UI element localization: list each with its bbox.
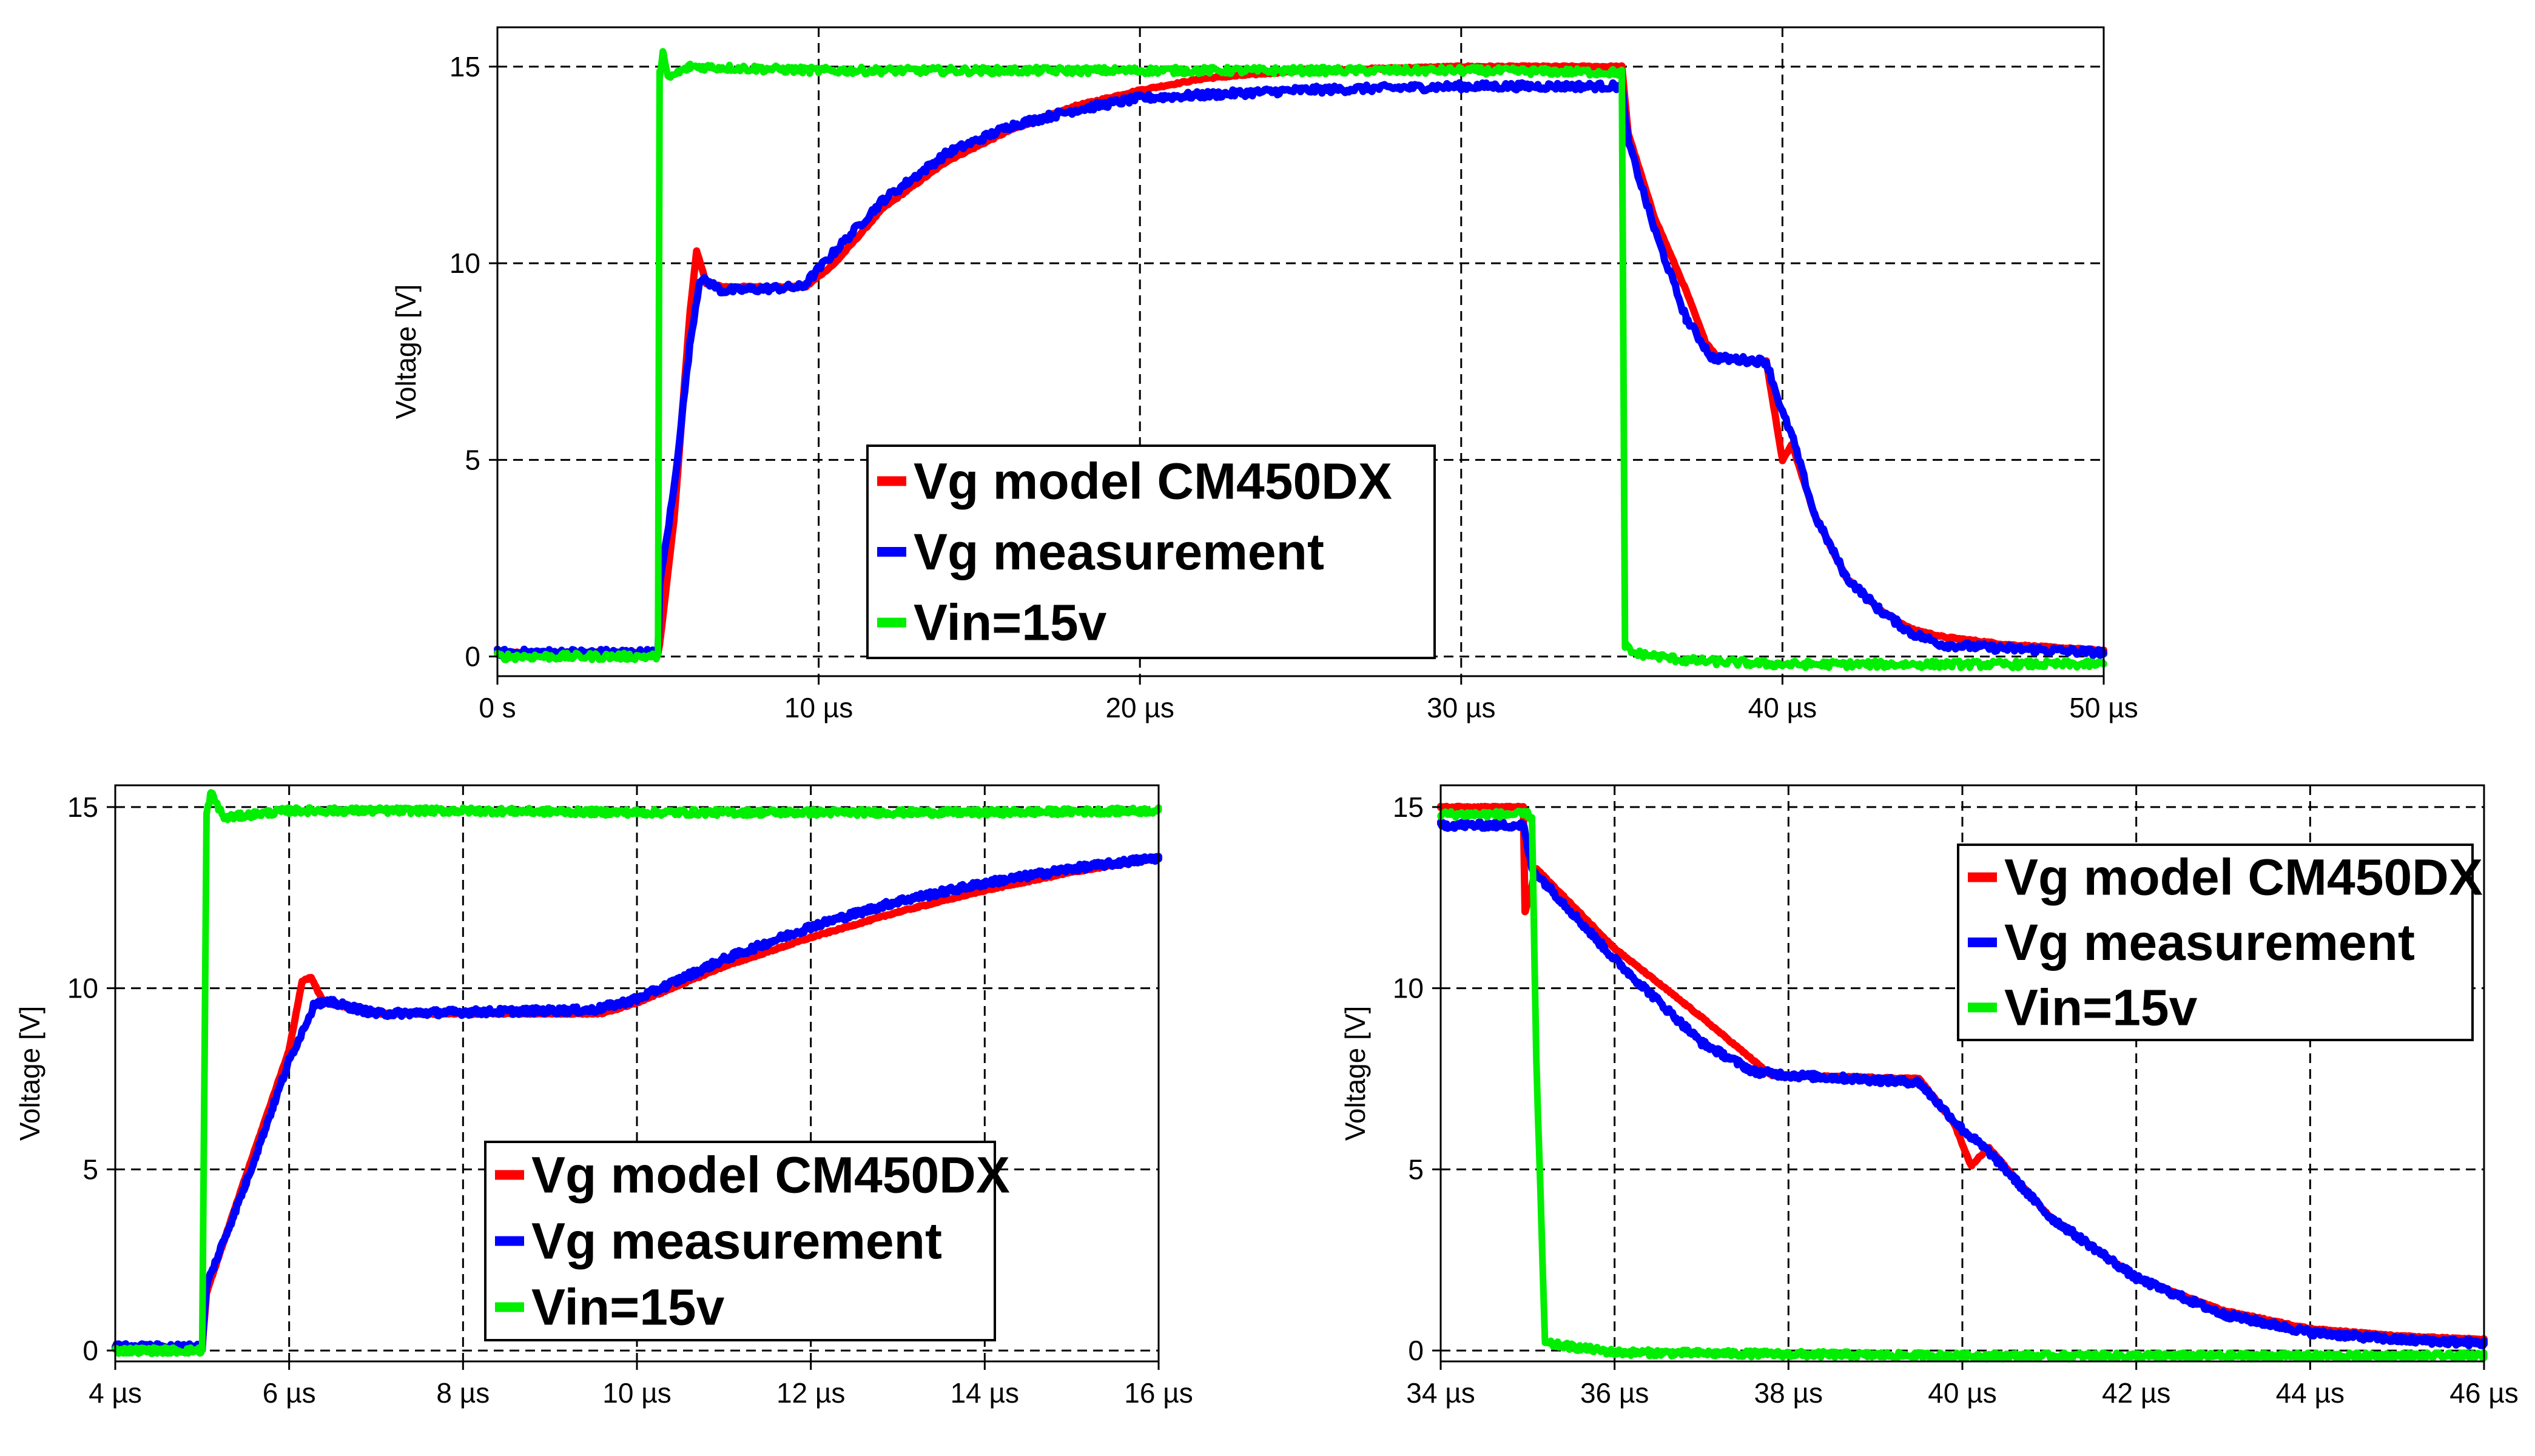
x-tick-label: 10 µs bbox=[602, 1377, 671, 1409]
x-tick-label: 44 µs bbox=[2276, 1377, 2345, 1409]
x-tick-label: 38 µs bbox=[1754, 1377, 1823, 1409]
x-tick-label: 8 µs bbox=[436, 1377, 490, 1409]
series-line-vg-measurement bbox=[1437, 818, 2488, 1350]
y-tick-label: 15 bbox=[449, 51, 480, 82]
legend: Vg model CM450DX Vg measurement Vin=15v bbox=[1957, 844, 2483, 1041]
y-tick-label: 0 bbox=[82, 1335, 98, 1366]
y-tick-label: 15 bbox=[1393, 791, 1424, 823]
x-tick-label: 30 µs bbox=[1427, 692, 1495, 723]
legend-label: Vg model CM450DX bbox=[914, 452, 1392, 509]
x-tick-label: 40 µs bbox=[1748, 692, 1817, 723]
legend-label: Vin=15v bbox=[2004, 979, 2198, 1036]
y-tick-label: 5 bbox=[1408, 1153, 1424, 1185]
y-tick-label: 0 bbox=[1408, 1335, 1424, 1366]
y-tick-label: 15 bbox=[67, 791, 98, 823]
legend-label: Vg measurement bbox=[914, 523, 1324, 580]
x-tick-label: 14 µs bbox=[951, 1377, 1019, 1409]
x-tick-label: 16 µs bbox=[1124, 1377, 1193, 1409]
series-line-vin-15v bbox=[1437, 807, 2488, 1363]
x-tick-label: 10 µs bbox=[784, 692, 853, 723]
legend: Vg model CM450DX Vg measurement Vin=15v bbox=[866, 445, 1436, 659]
plot-frame bbox=[496, 26, 2105, 677]
x-tick-label: 0 s bbox=[479, 692, 516, 723]
y-tick-label: 0 bbox=[465, 641, 480, 673]
x-tick-label: 20 µs bbox=[1105, 692, 1174, 723]
y-tick-label: 10 bbox=[67, 973, 98, 1004]
series-line-vg-measurement bbox=[112, 853, 1162, 1354]
x-tick-label: 50 µs bbox=[2069, 692, 2138, 723]
y-axis-label: Voltage [V] bbox=[1339, 1006, 1371, 1141]
series-line-vg-measurement bbox=[494, 79, 2107, 660]
x-tick-label: 12 µs bbox=[776, 1377, 845, 1409]
x-tick-label: 6 µs bbox=[263, 1377, 316, 1409]
legend-box bbox=[1957, 844, 2474, 1041]
chart-top: 0 s 10 µs 20 µs 30 µs 40 µs 50 µs 0 5 10 15 Voltag… bbox=[390, 26, 2138, 723]
legend-label: Vin=15v bbox=[914, 594, 1107, 651]
legend: Vg model CM450DX Vg measurement Vin=15v bbox=[484, 1141, 1010, 1341]
x-tick-label: 4 µs bbox=[89, 1377, 142, 1409]
x-tick-label: 40 µs bbox=[1928, 1377, 1996, 1409]
legend-label: Vg model CM450DX bbox=[2004, 849, 2483, 906]
legend-label: Vg measurement bbox=[2004, 914, 2415, 971]
y-tick-label: 10 bbox=[449, 247, 480, 279]
x-tick-label: 46 µs bbox=[2449, 1377, 2518, 1409]
series-line-vin-15v bbox=[112, 789, 1162, 1357]
y-axis-label: Voltage [V] bbox=[14, 1006, 45, 1141]
legend-box bbox=[866, 445, 1436, 659]
series-line-vin-15v bbox=[494, 48, 2107, 671]
y-axis-label: Voltage [V] bbox=[390, 284, 422, 420]
legend-label: Vg measurement bbox=[531, 1213, 942, 1270]
legend-box bbox=[484, 1141, 996, 1341]
legend-label: Vg model CM450DX bbox=[531, 1147, 1010, 1204]
x-tick-label: 36 µs bbox=[1580, 1377, 1649, 1409]
x-tick-label: 42 µs bbox=[2102, 1377, 2170, 1409]
y-tick-label: 5 bbox=[82, 1153, 98, 1185]
chart-bottom-left: 4 µs 6 µs 8 µs 10 µs 12 µs 14 µs 16 µs 0 5 10 15 Vo… bbox=[14, 784, 1193, 1409]
chart-bottom-right: 34 µs 36 µs 38 µs 40 µs 42 µs 44 µs 46 µs 0 5 10 1… bbox=[1339, 784, 2519, 1409]
y-tick-label: 10 bbox=[1393, 973, 1424, 1004]
y-tick-label: 5 bbox=[465, 444, 480, 475]
x-tick-label: 34 µs bbox=[1406, 1377, 1475, 1409]
legend-label: Vin=15v bbox=[531, 1279, 725, 1336]
